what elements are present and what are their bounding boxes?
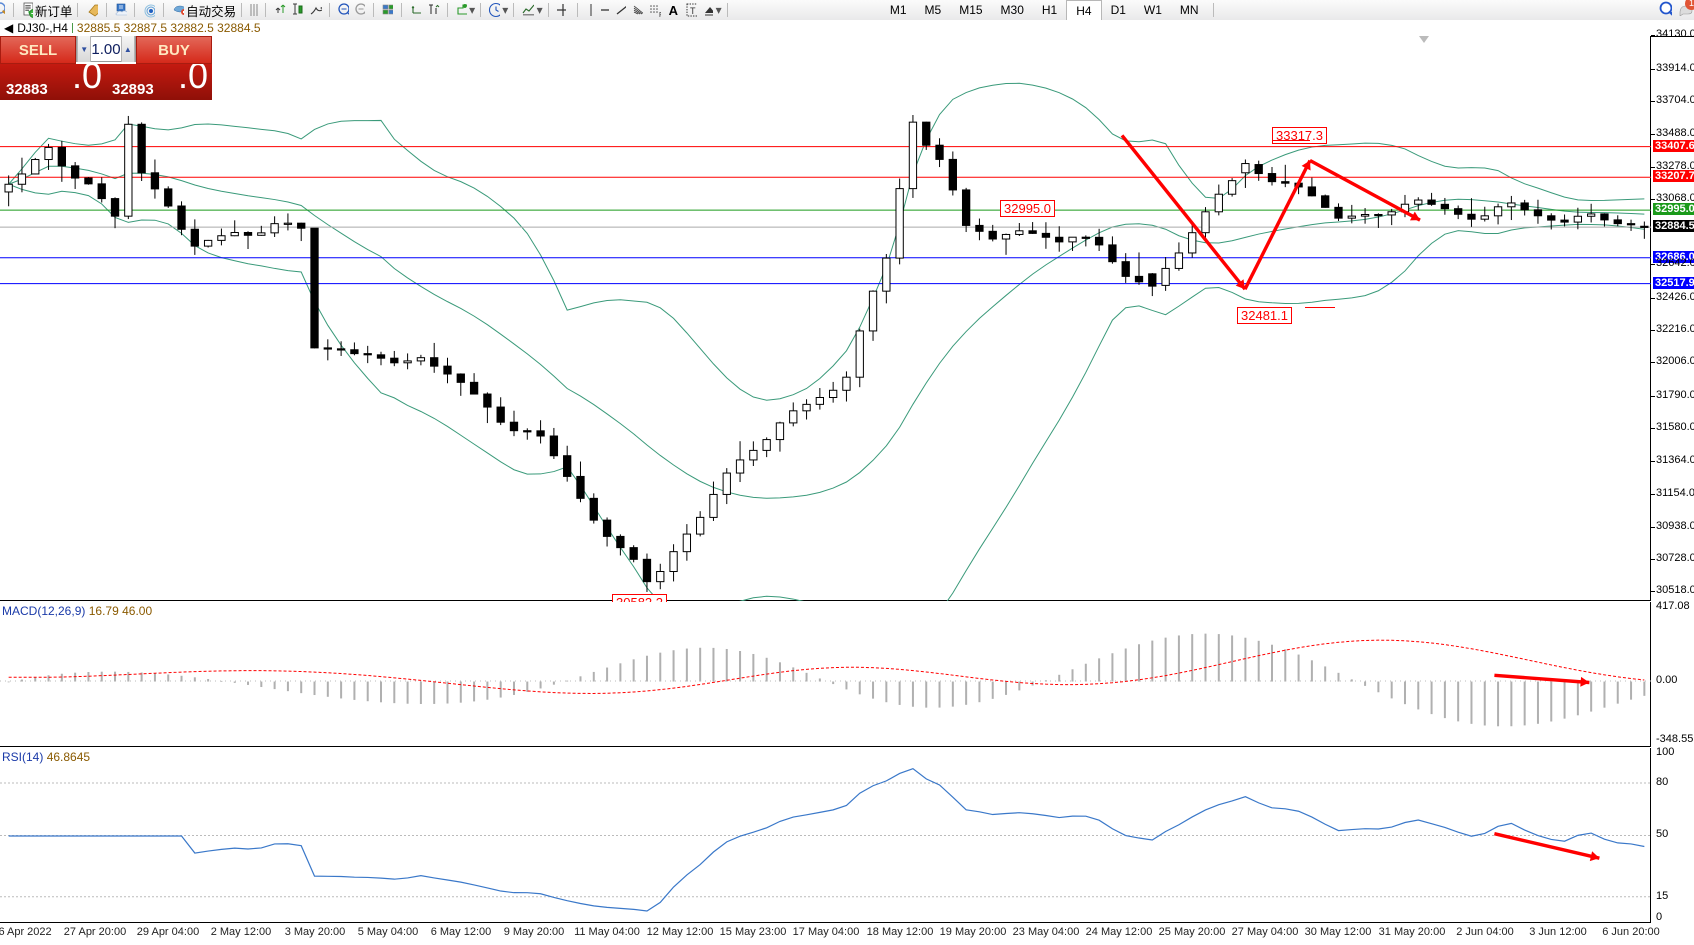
svg-text:F: F	[659, 12, 661, 17]
svg-text:E: E	[643, 12, 644, 17]
svg-text:T: T	[690, 6, 696, 16]
